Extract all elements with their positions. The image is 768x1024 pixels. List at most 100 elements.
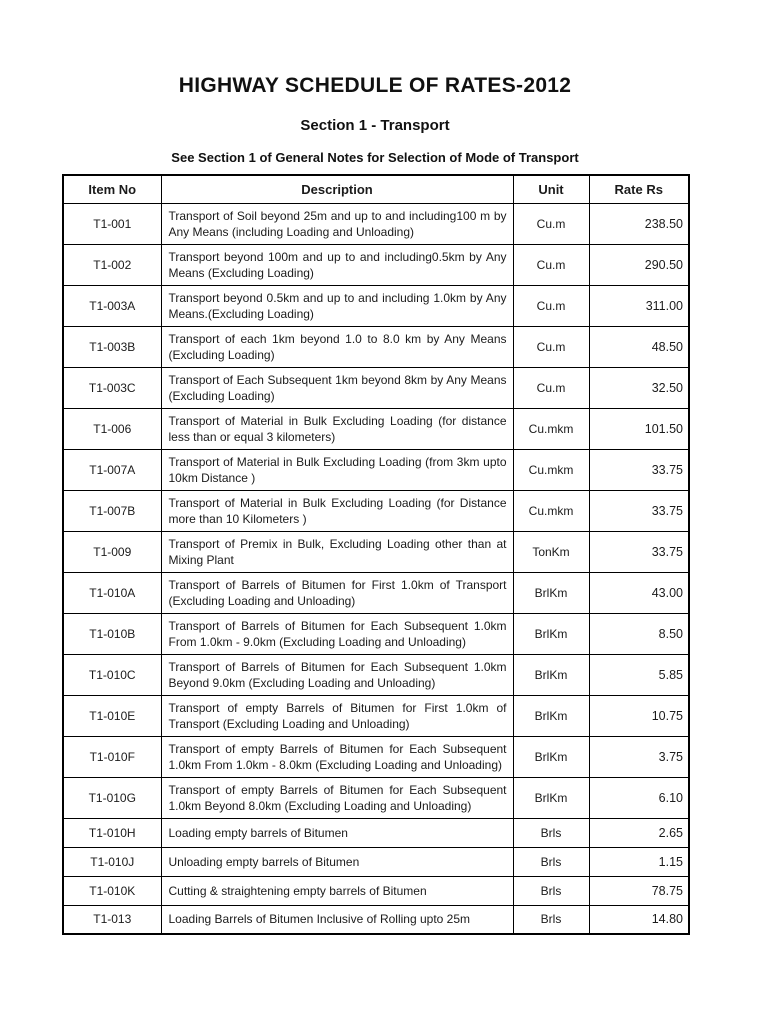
- rate-cell: 2.65: [588, 817, 690, 848]
- item-no-cell: T1-010E: [62, 694, 162, 737]
- rate-cell: 8.50: [588, 612, 690, 655]
- table-row: T1-003B Transport of each 1km beyond 1.0 …: [62, 325, 690, 368]
- unit-cell: BrlKm: [512, 735, 590, 778]
- description-cell: Cutting & straightening empty barrels of…: [160, 875, 514, 906]
- description-cell: Transport of Material in Bulk Excluding …: [160, 489, 514, 532]
- table-row: T1-010E Transport of empty Barrels of Bit…: [62, 694, 690, 737]
- unit-cell: Cu.m: [512, 243, 590, 286]
- rate-cell: 32.50: [588, 366, 690, 409]
- unit-cell: Cu.m: [512, 366, 590, 409]
- unit-cell: Cu.m: [512, 284, 590, 327]
- item-no-cell: T1-002: [62, 243, 162, 286]
- column-header-description: Description: [160, 174, 514, 204]
- description-cell: Transport of each 1km beyond 1.0 to 8.0 …: [160, 325, 514, 368]
- unit-cell: TonKm: [512, 530, 590, 573]
- rate-cell: 3.75: [588, 735, 690, 778]
- rate-cell: 1.15: [588, 846, 690, 877]
- unit-cell: BrlKm: [512, 694, 590, 737]
- table-row: T1-002 Transport beyond 100m and up to an…: [62, 243, 690, 286]
- unit-cell: BrlKm: [512, 612, 590, 655]
- item-no-cell: T1-010H: [62, 817, 162, 848]
- rate-cell: 43.00: [588, 571, 690, 614]
- table-row: T1-006 Transport of Material in Bulk Excl…: [62, 407, 690, 450]
- item-no-cell: T1-009: [62, 530, 162, 573]
- unit-cell: Cu.mkm: [512, 407, 590, 450]
- table-row: T1-010B Transport of Barrels of Bitumen f…: [62, 612, 690, 655]
- item-no-cell: T1-010C: [62, 653, 162, 696]
- description-cell: Loading Barrels of Bitumen Inclusive of …: [160, 904, 514, 935]
- unit-cell: Brls: [512, 846, 590, 877]
- description-cell: Transport of empty Barrels of Bitumen fo…: [160, 776, 514, 819]
- description-cell: Transport of Barrels of Bitumen for Each…: [160, 653, 514, 696]
- item-no-cell: T1-001: [62, 202, 162, 245]
- table-row: T1-010K Cutting & straightening empty bar…: [62, 875, 690, 906]
- document-content: HIGHWAY SCHEDULE OF RATES-2012 Section 1…: [62, 0, 690, 935]
- rate-cell: 78.75: [588, 875, 690, 906]
- table-row: T1-010G Transport of empty Barrels of Bit…: [62, 776, 690, 819]
- unit-cell: Cu.m: [512, 202, 590, 245]
- section-heading: Section 1 - Transport: [300, 117, 450, 134]
- rate-cell: 48.50: [588, 325, 690, 368]
- description-cell: Transport of Premix in Bulk, Excluding L…: [160, 530, 514, 573]
- page-title: HIGHWAY SCHEDULE OF RATES-2012: [178, 74, 572, 97]
- item-no-cell: T1-003A: [62, 284, 162, 327]
- unit-cell: BrlKm: [512, 653, 590, 696]
- unit-cell: Cu.m: [512, 325, 590, 368]
- rate-cell: 10.75: [588, 694, 690, 737]
- table-row: T1-010C Transport of Barrels of Bitumen f…: [62, 653, 690, 696]
- rate-cell: 33.75: [588, 448, 690, 491]
- description-cell: Transport of Each Subsequent 1km beyond …: [160, 366, 514, 409]
- description-cell: Transport beyond 0.5km and up to and inc…: [160, 284, 514, 327]
- item-no-cell: T1-007B: [62, 489, 162, 532]
- general-note: See Section 1 of General Notes for Selec…: [171, 150, 579, 165]
- table-row: T1-013 Loading Barrels of Bitumen Inclusi…: [62, 904, 690, 935]
- rate-cell: 33.75: [588, 530, 690, 573]
- rate-cell: 33.75: [588, 489, 690, 532]
- unit-cell: Cu.mkm: [512, 448, 590, 491]
- description-cell: Unloading empty barrels of Bitumen: [160, 846, 514, 877]
- table-row: T1-010H Loading empty barrels of Bitumen B…: [62, 817, 690, 848]
- item-no-cell: T1-013: [62, 904, 162, 935]
- unit-cell: Brls: [512, 817, 590, 848]
- item-no-cell: T1-003C: [62, 366, 162, 409]
- rate-cell: 290.50: [588, 243, 690, 286]
- item-no-cell: T1-010B: [62, 612, 162, 655]
- rates-table-header: Item No Description Unit Rate Rs: [62, 174, 690, 204]
- unit-cell: BrlKm: [512, 776, 590, 819]
- table-row: T1-003A Transport beyond 0.5km and up to …: [62, 284, 690, 327]
- table-row: T1-007B Transport of Material in Bulk Exc…: [62, 489, 690, 532]
- item-no-cell: T1-010F: [62, 735, 162, 778]
- rate-cell: 311.00: [588, 284, 690, 327]
- item-no-cell: T1-007A: [62, 448, 162, 491]
- column-header-item-no: Item No: [62, 174, 162, 204]
- description-cell: Transport of empty Barrels of Bitumen fo…: [160, 694, 514, 737]
- item-no-cell: T1-010K: [62, 875, 162, 906]
- table-row: T1-010A Transport of Barrels of Bitumen f…: [62, 571, 690, 614]
- rates-table: Item No Description Unit Rate Rs T1-001 T…: [62, 174, 690, 935]
- table-row: T1-001 Transport of Soil beyond 25m and u…: [62, 202, 690, 245]
- unit-cell: Brls: [512, 904, 590, 935]
- rate-cell: 5.85: [588, 653, 690, 696]
- table-row: T1-007A Transport of Material in Bulk Exc…: [62, 448, 690, 491]
- item-no-cell: T1-010G: [62, 776, 162, 819]
- description-cell: Transport of Soil beyond 25m and up to a…: [160, 202, 514, 245]
- header-row: Item No Description Unit Rate Rs: [62, 174, 690, 204]
- column-header-rate: Rate Rs: [588, 174, 690, 204]
- unit-cell: Cu.mkm: [512, 489, 590, 532]
- unit-cell: Brls: [512, 875, 590, 906]
- rates-table-body: T1-001 Transport of Soil beyond 25m and u…: [62, 202, 690, 935]
- description-cell: Transport beyond 100m and up to and incl…: [160, 243, 514, 286]
- item-no-cell: T1-006: [62, 407, 162, 450]
- description-cell: Transport of Barrels of Bitumen for Each…: [160, 612, 514, 655]
- description-cell: Transport of empty Barrels of Bitumen fo…: [160, 735, 514, 778]
- table-row: T1-010J Unloading empty barrels of Bitume…: [62, 846, 690, 877]
- unit-cell: BrlKm: [512, 571, 590, 614]
- item-no-cell: T1-010J: [62, 846, 162, 877]
- column-header-unit: Unit: [512, 174, 590, 204]
- description-cell: Transport of Barrels of Bitumen for Firs…: [160, 571, 514, 614]
- table-row: T1-009 Transport of Premix in Bulk, Exclu…: [62, 530, 690, 573]
- rate-cell: 6.10: [588, 776, 690, 819]
- description-cell: Loading empty barrels of Bitumen: [160, 817, 514, 848]
- table-row: T1-010F Transport of empty Barrels of Bit…: [62, 735, 690, 778]
